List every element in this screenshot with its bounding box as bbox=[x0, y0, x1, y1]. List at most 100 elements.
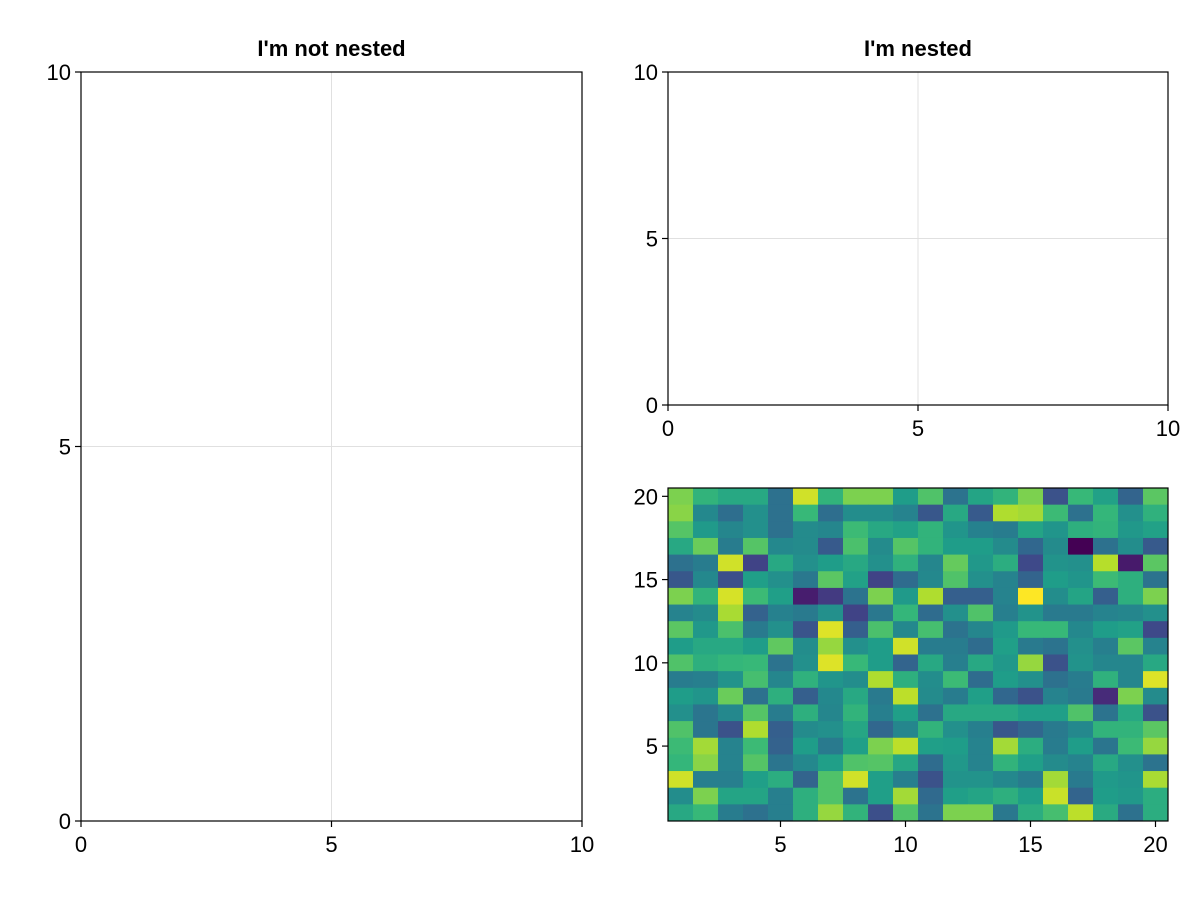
heatmap-cell bbox=[768, 704, 794, 722]
heatmap-cell bbox=[818, 754, 844, 772]
heatmap-cell bbox=[768, 587, 794, 606]
heatmap-cell bbox=[968, 637, 994, 655]
x-tick-label: 20 bbox=[1143, 832, 1167, 857]
heatmap-cell bbox=[993, 637, 1019, 655]
heatmap-cell bbox=[1118, 737, 1144, 755]
heatmap-cell bbox=[1093, 771, 1119, 789]
heatmap-cell bbox=[1018, 637, 1044, 655]
heatmap-cell bbox=[843, 771, 869, 789]
heatmap-cell bbox=[1118, 488, 1144, 506]
heatmap-cell bbox=[768, 687, 794, 705]
heatmap-cell bbox=[1043, 754, 1069, 772]
heatmap-cell bbox=[693, 621, 719, 639]
heatmap-cell bbox=[668, 587, 694, 606]
heatmap-cell bbox=[718, 654, 744, 672]
heatmap-cell bbox=[693, 654, 719, 672]
heatmap-cell bbox=[1068, 737, 1094, 755]
heatmap-cell bbox=[693, 771, 719, 789]
heatmap-cell bbox=[1118, 521, 1144, 539]
heatmap-cell bbox=[1043, 554, 1069, 572]
heatmap-cell bbox=[1118, 587, 1144, 606]
heatmap-cell bbox=[968, 787, 994, 805]
heatmap-cell bbox=[943, 654, 969, 672]
heatmap-cell bbox=[868, 537, 894, 556]
y-tick-label: 5 bbox=[646, 734, 658, 759]
heatmap-cell bbox=[1018, 554, 1044, 572]
heatmap-cell bbox=[818, 704, 844, 722]
heatmap-cell bbox=[743, 488, 769, 506]
heatmap-cell bbox=[668, 621, 694, 639]
heatmap-cell bbox=[668, 571, 694, 589]
y-tick-label: 10 bbox=[634, 60, 658, 85]
heatmap-cell bbox=[893, 637, 919, 655]
heatmap-cell bbox=[1043, 654, 1069, 672]
heatmap-cell bbox=[1143, 587, 1169, 606]
heatmap-cell bbox=[693, 571, 719, 589]
heatmap-cell bbox=[1043, 637, 1069, 655]
heatmap-cell bbox=[1093, 571, 1119, 589]
heatmap-cell bbox=[1043, 571, 1069, 589]
heatmap-cell bbox=[743, 654, 769, 672]
heatmap-cell bbox=[843, 621, 869, 639]
heatmap-cell bbox=[918, 521, 944, 539]
heatmap-cell bbox=[1093, 654, 1119, 672]
heatmap-cell bbox=[668, 488, 694, 506]
heatmap-cell bbox=[668, 554, 694, 572]
heatmap-cell bbox=[918, 671, 944, 689]
heatmap-cell bbox=[918, 804, 944, 822]
heatmap-cell bbox=[793, 737, 819, 755]
heatmap-cell bbox=[918, 621, 944, 639]
heatmap-cell bbox=[743, 721, 769, 739]
heatmap-cell bbox=[793, 787, 819, 805]
heatmap-cell bbox=[818, 787, 844, 805]
heatmap-cell bbox=[1143, 687, 1169, 705]
heatmap-cell bbox=[693, 687, 719, 705]
heatmap-cell bbox=[718, 804, 744, 822]
heatmap-cell bbox=[893, 771, 919, 789]
heatmap-cell bbox=[768, 621, 794, 639]
heatmap-cell bbox=[818, 537, 844, 556]
heatmap-cell bbox=[768, 604, 794, 622]
heatmap-cell bbox=[993, 488, 1019, 506]
heatmap-cell bbox=[918, 687, 944, 705]
heatmap-cell bbox=[1043, 587, 1069, 606]
heatmap-cell bbox=[1093, 521, 1119, 539]
heatmap-cell bbox=[743, 771, 769, 789]
heatmap-cell bbox=[768, 554, 794, 572]
heatmap-cell bbox=[993, 621, 1019, 639]
y-tick-label: 10 bbox=[47, 60, 71, 85]
heatmap-cell bbox=[668, 504, 694, 522]
heatmap-cell bbox=[893, 704, 919, 722]
heatmap-cell bbox=[768, 671, 794, 689]
heatmap-cell bbox=[743, 704, 769, 722]
heatmap-cell bbox=[768, 771, 794, 789]
heatmap-cell bbox=[818, 587, 844, 606]
heatmap-cell bbox=[693, 721, 719, 739]
heatmap-cell bbox=[868, 554, 894, 572]
heatmap-cell bbox=[843, 537, 869, 556]
heatmap-cell bbox=[793, 587, 819, 606]
y-tick-label: 0 bbox=[59, 809, 71, 834]
heatmap-cell bbox=[1068, 721, 1094, 739]
heatmap-cell bbox=[868, 521, 894, 539]
heatmap-cell bbox=[868, 787, 894, 805]
heatmap-cell bbox=[668, 521, 694, 539]
heatmap-cell bbox=[918, 737, 944, 755]
heatmap-cell bbox=[1018, 687, 1044, 705]
heatmap-cell bbox=[943, 687, 969, 705]
heatmap-cell bbox=[868, 804, 894, 822]
heatmap-cell bbox=[918, 654, 944, 672]
heatmap-cell bbox=[1118, 804, 1144, 822]
heatmap-cell bbox=[1018, 754, 1044, 772]
heatmap-cell bbox=[868, 621, 894, 639]
heatmap-cell bbox=[1018, 537, 1044, 556]
heatmap-cell bbox=[893, 621, 919, 639]
heatmap-cell bbox=[718, 737, 744, 755]
heatmap-cell bbox=[818, 804, 844, 822]
heatmap-cell bbox=[718, 704, 744, 722]
heatmap-cell bbox=[818, 554, 844, 572]
heatmap-cell bbox=[818, 571, 844, 589]
heatmap-cell bbox=[818, 637, 844, 655]
heatmap-cell bbox=[993, 754, 1019, 772]
heatmap-cell bbox=[768, 754, 794, 772]
